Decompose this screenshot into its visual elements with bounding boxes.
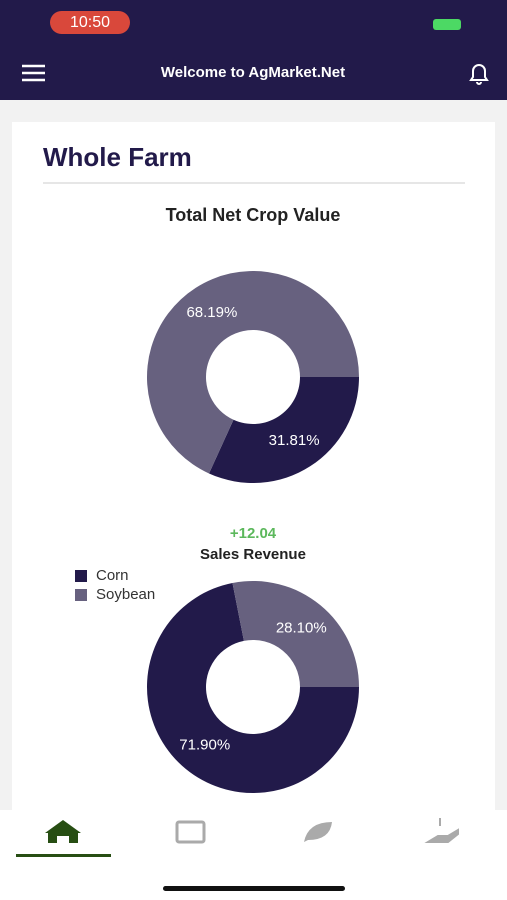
pie-slice <box>232 581 359 687</box>
nav-money[interactable] <box>424 818 459 843</box>
battery <box>433 19 461 30</box>
home-indicator <box>163 886 345 891</box>
nav-home[interactable] <box>45 820 81 843</box>
slice-label: 68.19% <box>186 304 237 321</box>
notification-button[interactable] <box>469 64 489 85</box>
app-title: Welcome to AgMarket.Net <box>161 64 345 81</box>
legend-swatch <box>75 589 87 601</box>
status-time: 10:50 <box>70 14 110 31</box>
pie-slice <box>147 583 359 793</box>
slice-label: 31.81% <box>269 432 320 449</box>
chart-title: Sales Revenue <box>200 546 306 563</box>
nav-crops[interactable] <box>304 822 332 842</box>
legend-label: Soybean <box>96 586 155 603</box>
nav-indicator <box>16 854 111 857</box>
menu-button[interactable] <box>22 64 45 82</box>
nav-news[interactable] <box>175 820 206 844</box>
legend-label: Corn <box>96 567 129 584</box>
pie-slice <box>147 270 359 474</box>
chart-annotation: +12.04 <box>230 525 277 542</box>
chart-title: Total Net Crop Value <box>166 205 341 225</box>
section-title: Whole Farm <box>43 142 192 172</box>
slice-label: 28.10% <box>276 619 327 636</box>
pie-slice <box>209 377 359 483</box>
legend-swatch <box>75 570 87 582</box>
time-pill <box>50 11 130 34</box>
slice-label: 71.90% <box>179 737 230 754</box>
